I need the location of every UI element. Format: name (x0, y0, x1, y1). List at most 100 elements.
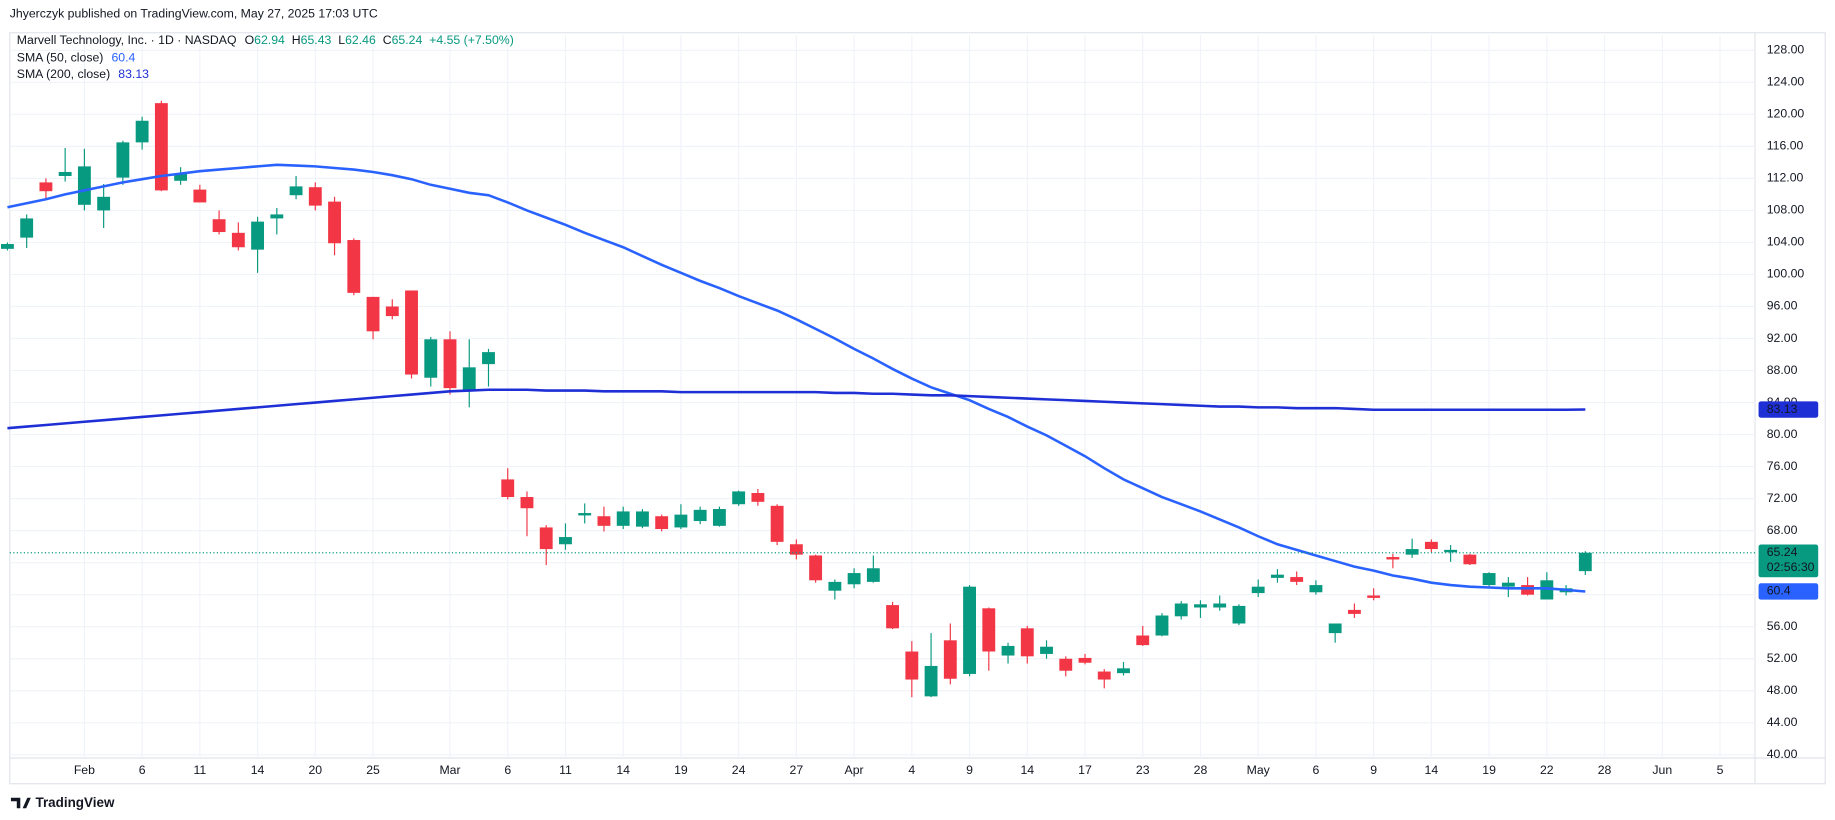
candle-body (732, 491, 746, 505)
candle-body (674, 514, 688, 528)
candle-body (482, 352, 495, 365)
candle-body (1290, 577, 1304, 582)
y-tick-label: 116.00 (1767, 139, 1804, 153)
x-tick-label: 14 (1425, 763, 1439, 777)
ohlc-letter: C (383, 33, 392, 47)
candle-body (174, 173, 188, 181)
legend-value: 60.4 (111, 51, 135, 65)
candle-body (1271, 574, 1284, 578)
x-tick-label: 24 (732, 763, 746, 777)
y-tick-label: 40.00 (1767, 747, 1798, 761)
candle-body (770, 505, 784, 542)
candle-body (405, 290, 418, 375)
candle-body (424, 339, 438, 378)
chart-frame (9, 32, 1826, 785)
change-label: +4.55 (+7.50%) (429, 33, 514, 47)
plot-area (0, 100, 1756, 698)
candle-body (1309, 585, 1323, 593)
legend-name: SMA (50, close) (17, 51, 104, 65)
candle-body (1155, 615, 1169, 636)
y-tick-label: 100.00 (1767, 267, 1805, 281)
x-tick-label: Jun (1652, 763, 1672, 777)
candle-body (0, 244, 14, 249)
y-tick-label: 120.00 (1767, 107, 1805, 121)
y-tick-label: 72.00 (1767, 491, 1798, 505)
candle-body (1367, 595, 1381, 598)
ohlc-value: 62.46 (345, 33, 376, 47)
candle-body (809, 555, 823, 581)
candle-body (270, 214, 284, 219)
y-tick-label: 88.00 (1767, 363, 1798, 377)
candle-body (1424, 541, 1438, 550)
candle-body (1328, 623, 1342, 634)
y-tick-label: 48.00 (1767, 683, 1798, 697)
candle-body (366, 296, 380, 332)
x-tick-label: 9 (966, 763, 973, 777)
x-tick-label: May (1247, 763, 1271, 777)
candle-body (1501, 582, 1515, 587)
candle-body (1232, 605, 1246, 624)
x-tick-label: 4 (908, 763, 915, 777)
last-price-label: 65.24 (1767, 545, 1798, 559)
symbol-legend: Marvell Technology, Inc. · 1D · NASDAQ O… (17, 33, 514, 47)
legend: Marvell Technology, Inc. · 1D · NASDAQ O… (17, 33, 514, 81)
grid: 40.0044.0048.0052.0056.0060.0064.0068.00… (9, 35, 1805, 777)
candle-body (289, 186, 303, 196)
logo-mark (10, 797, 31, 809)
candle-body (1444, 549, 1458, 553)
candle-body (1213, 603, 1227, 608)
x-tick-label: Feb (74, 763, 95, 777)
candle-body (693, 509, 707, 522)
candle-body (789, 544, 803, 555)
candle-body (231, 232, 245, 248)
symbol-title: Marvell Technology, Inc. · 1D · NASDAQ (17, 33, 237, 47)
x-tick-label: 6 (1313, 763, 1320, 777)
sma-line (7, 163, 1586, 593)
candle-body (635, 511, 649, 527)
y-tick-label: 44.00 (1767, 715, 1798, 729)
x-tick-label: 17 (1078, 763, 1092, 777)
y-tick-label: 128.00 (1767, 43, 1805, 57)
brand-logo: TradingView (10, 795, 115, 810)
candle-body (1463, 554, 1477, 565)
candle-body (116, 142, 130, 178)
x-tick-label: 27 (790, 763, 804, 777)
x-tick-label: Mar (439, 763, 460, 777)
legend-value: 83.13 (118, 67, 149, 81)
candle-body (866, 568, 880, 582)
brand-name: TradingView (36, 795, 115, 810)
candle-body (655, 516, 669, 530)
x-tick-label: 6 (504, 763, 511, 777)
candle-body (847, 573, 861, 585)
ohlc-value: 65.24 (392, 33, 423, 47)
candle-body (97, 196, 111, 211)
sma-price-label: 60.4 (1767, 584, 1791, 598)
y-tick-label: 104.00 (1767, 235, 1805, 249)
x-tick-label: 20 (308, 763, 322, 777)
candle-body (20, 218, 34, 238)
x-tick-label: 14 (1020, 763, 1034, 777)
candle-body (1078, 657, 1092, 663)
ohlc-value: 62.94 (254, 33, 285, 47)
sma-price-box (1758, 401, 1819, 418)
candle-body (751, 493, 765, 502)
ohlc-letter: L (338, 33, 345, 47)
candle-body (1194, 604, 1207, 608)
x-tick-label: 6 (139, 763, 146, 777)
sma-price-box (1758, 583, 1819, 600)
candle-body (886, 605, 900, 629)
candle-body (462, 367, 476, 390)
candle-body (1059, 658, 1073, 671)
x-tick-label: 23 (1136, 763, 1150, 777)
candle-body (539, 527, 553, 550)
candle-body (520, 497, 534, 509)
candle-body (1540, 580, 1554, 600)
x-tick-label: 14 (616, 763, 630, 777)
y-tick-label: 124.00 (1767, 75, 1805, 89)
x-tick-label: 22 (1540, 763, 1554, 777)
y-tick-label: 56.00 (1767, 619, 1798, 633)
candle-body (1482, 573, 1496, 586)
y-tick-label: 68.00 (1767, 523, 1798, 537)
candle-body (501, 479, 515, 498)
